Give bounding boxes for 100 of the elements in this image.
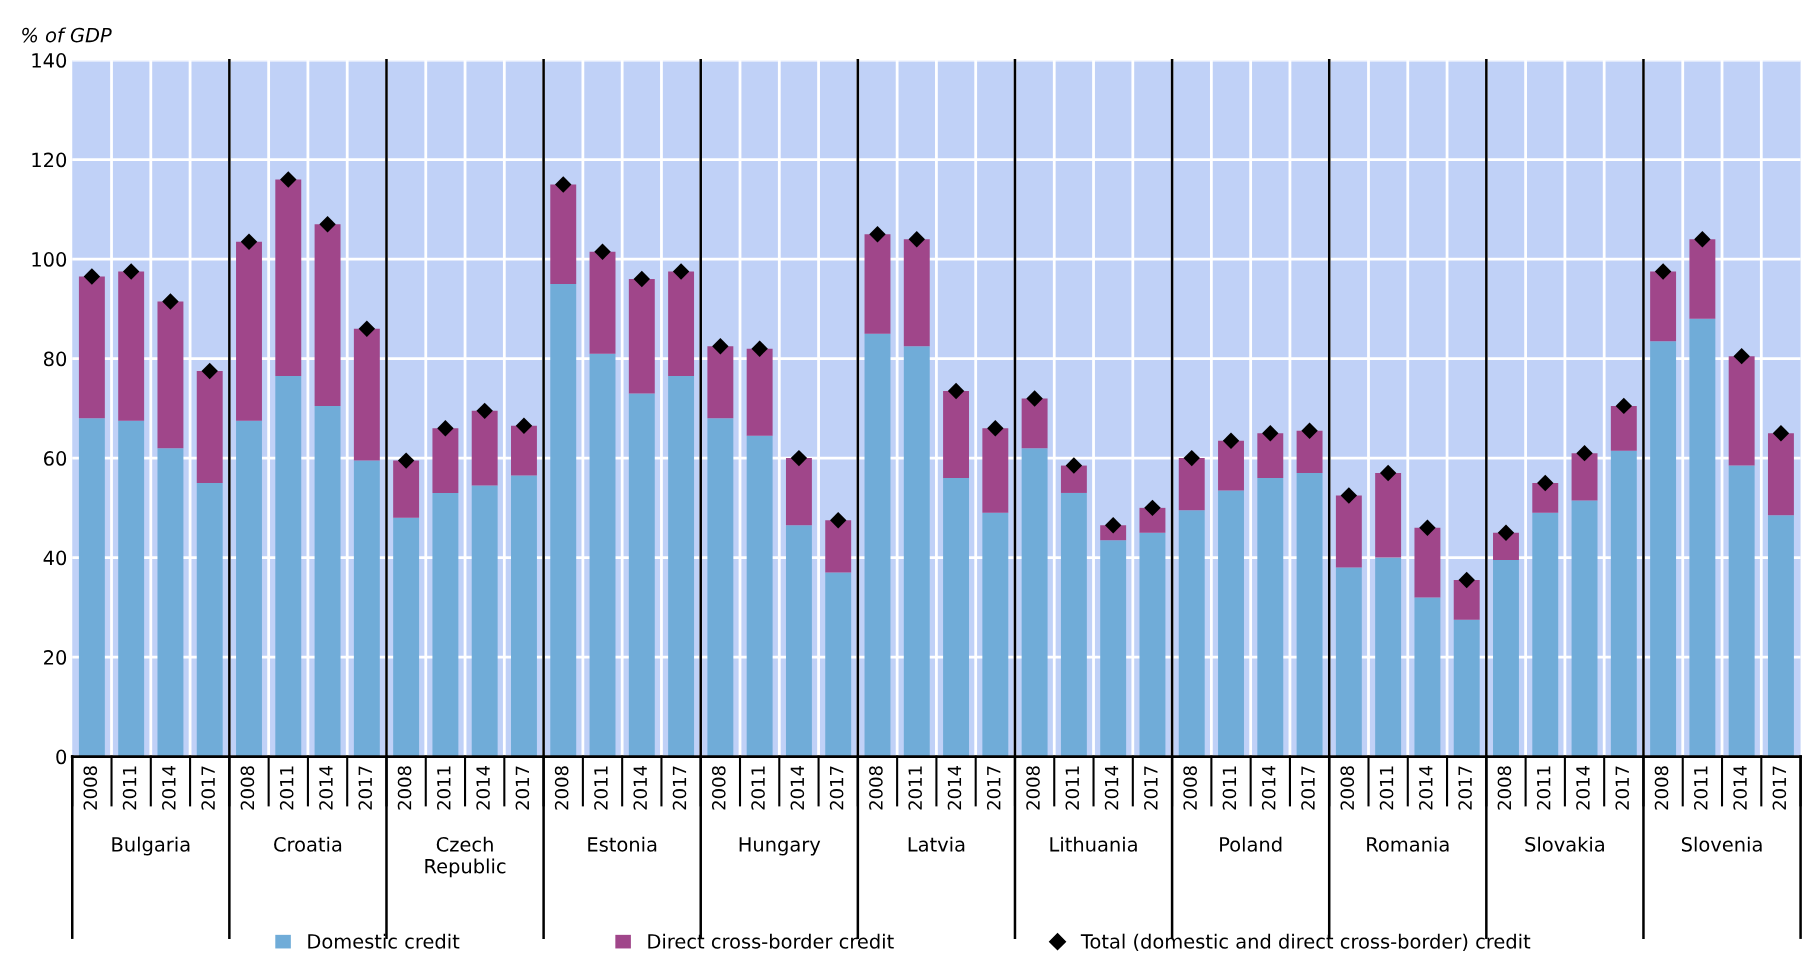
- x-tick-label: 2017: [1301, 766, 1315, 810]
- bar: [1414, 527, 1441, 598]
- bar: [785, 525, 812, 757]
- text: Czech Republic: [425, 836, 506, 878]
- x-tick-label: 2011: [751, 766, 765, 810]
- text: Estonia: [588, 836, 657, 852]
- bar: [1571, 500, 1598, 757]
- bar: [982, 512, 1009, 757]
- bar: [1650, 341, 1677, 757]
- bar: [393, 460, 420, 518]
- point: [1144, 499, 1161, 517]
- point: [1615, 397, 1633, 415]
- point: [1379, 464, 1397, 482]
- x-tick-label: 2014: [1576, 765, 1590, 810]
- point: [712, 337, 729, 355]
- x-tick-label: 2017: [829, 766, 844, 810]
- bar: [432, 492, 459, 757]
- bar: [432, 428, 459, 493]
- point: [790, 449, 808, 467]
- x-tick-label: 2011: [436, 766, 451, 810]
- x-tick-label: 2017: [201, 766, 215, 810]
- x-tick-label: 2011: [122, 766, 137, 810]
- point: [162, 293, 179, 310]
- bar: [825, 520, 852, 573]
- bar: [903, 239, 930, 347]
- bar: [78, 276, 105, 419]
- bar: [1139, 507, 1166, 533]
- bar: [511, 425, 537, 476]
- text: Lithuania: [1050, 836, 1137, 852]
- bar: [78, 418, 105, 757]
- x-tick-label: 2008: [1183, 766, 1197, 810]
- x-tick-label: 2008: [1654, 766, 1669, 810]
- bar: [157, 301, 184, 449]
- bar: [982, 428, 1009, 513]
- bar: [589, 251, 616, 354]
- point: [397, 452, 415, 469]
- bar: [314, 405, 341, 757]
- point: [672, 263, 690, 280]
- bar: [746, 435, 773, 757]
- bar: [1493, 560, 1519, 757]
- bar: [196, 482, 223, 757]
- bar: [1728, 356, 1755, 466]
- x-tick-label: 2008: [1497, 766, 1512, 810]
- bar: [236, 241, 262, 421]
- bar: [393, 517, 420, 757]
- point: [1772, 425, 1790, 442]
- bar: [275, 179, 302, 377]
- x-tick-label: 2008: [83, 766, 98, 810]
- x-tick-label: 2017: [1144, 766, 1158, 810]
- text: Croatia: [274, 836, 342, 852]
- y-tick-label: 20: [44, 650, 67, 665]
- bar: [628, 393, 655, 757]
- y-tick-label: 0: [56, 749, 67, 765]
- x-tick-label: 2017: [1458, 766, 1472, 810]
- bar: [864, 234, 891, 334]
- point: [594, 243, 611, 260]
- point: [1537, 474, 1554, 492]
- x-tick-label: 2011: [1222, 766, 1237, 810]
- bar: [1375, 557, 1402, 757]
- x-tick-label: 2017: [358, 766, 373, 810]
- bar: [589, 353, 616, 757]
- bar: [1414, 597, 1441, 757]
- x-tick-label: 2011: [1536, 766, 1551, 810]
- x-tick-label: 2017: [1615, 766, 1630, 810]
- text: Slovakia: [1525, 836, 1604, 852]
- bar: [157, 448, 184, 757]
- x-tick-label: 2011: [908, 766, 923, 810]
- bar: [825, 572, 852, 757]
- bar: [1689, 318, 1716, 757]
- bar: [471, 410, 498, 486]
- bar: [1610, 450, 1637, 757]
- bar: [275, 376, 302, 757]
- bar: [707, 346, 734, 419]
- bar: [550, 284, 577, 757]
- bar: [1178, 510, 1205, 757]
- point: [1065, 457, 1083, 474]
- bar: [314, 224, 341, 406]
- point: [358, 320, 376, 337]
- x-tick-label: 2008: [554, 766, 569, 810]
- point: [280, 171, 297, 188]
- x-tick-label: 2014: [1104, 765, 1119, 810]
- legend-label: Direct cross-border credit: [648, 933, 894, 949]
- point: [1458, 571, 1475, 589]
- bar: [785, 458, 812, 526]
- y-tick-label: 100: [32, 252, 67, 267]
- point: [1497, 524, 1515, 541]
- x-tick-label: 2014: [162, 765, 176, 810]
- bar: [1178, 458, 1205, 511]
- bar: [1021, 398, 1048, 449]
- bar: [1532, 512, 1559, 757]
- point: [1654, 263, 1672, 280]
- bar: [1650, 271, 1677, 342]
- point: [319, 216, 336, 233]
- x-tick-label: 2014: [633, 765, 648, 810]
- bar: [1767, 433, 1794, 516]
- bar: [1257, 433, 1284, 479]
- text: Romania: [1367, 836, 1449, 852]
- bar: [1375, 473, 1402, 558]
- point: [869, 226, 886, 243]
- point: [1694, 231, 1711, 248]
